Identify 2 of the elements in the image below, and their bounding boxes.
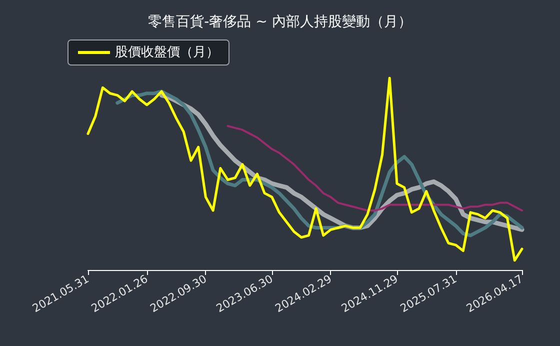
legend-label: 股價收盤價（月）: [115, 45, 219, 60]
chart-title: 零售百貨-奢侈品 ~ 內部人持股變動（月）: [148, 14, 412, 30]
